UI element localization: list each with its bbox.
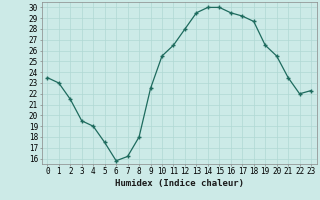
X-axis label: Humidex (Indice chaleur): Humidex (Indice chaleur) — [115, 179, 244, 188]
